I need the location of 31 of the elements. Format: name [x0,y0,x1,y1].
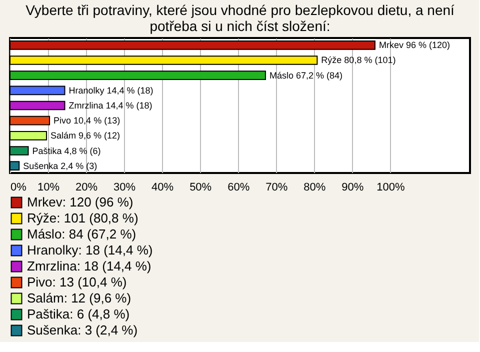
x-tick-label: 30% [114,182,136,194]
x-tick-label: 0% [10,182,27,194]
data-label: Paštika 4,8 % (6) [32,146,101,156]
x-tick-label: 60% [228,182,250,194]
x-tick-label: 10% [38,182,60,194]
text: Vyberte tři potraviny, které jsou vhodné pro bezlepkovou dietu, a není [26,2,454,18]
legend-label: Rýže: 101 (80,8 %) [27,210,138,226]
data-label: Hranolky 14,4 % (18) [68,85,154,96]
data-label: Zmrzlina 14,4 % (18) [68,100,152,110]
data-label: Máslo 67,2 % (84) [269,70,343,80]
legend-label: Hranolky: 18 (14,4 %) [27,242,153,258]
data-label: Sušenka 2,4 % (3) [23,160,98,171]
legend-label: Salám: 12 (9,6 %) [27,290,132,306]
legend-label: Mrkev: 120 (96 %) [27,194,134,210]
x-tick-label: 50% [190,182,212,194]
legend-label: Máslo: 84 (67,2 %) [27,226,136,242]
data-label: Rýže 80,8 % (101) [321,55,396,66]
data-label: Pivo 10,4 % (13) [54,116,120,126]
x-tick-label: 70% [266,182,288,194]
legend-label: Paštika: 6 (4,8 %) [27,306,130,322]
x-tick-label: 80% [304,182,326,194]
x-tick-label: 90% [342,182,364,194]
text: potřeba si u nich číst složení: [150,18,330,34]
legend-label: Pivo: 13 (10,4 %) [27,274,127,290]
x-tick-label: 40% [152,182,174,194]
data-label: Salám 9,6 % (12) [50,130,120,141]
data-label: Mrkev 96 % (120) [378,40,450,50]
x-tick-label: 20% [76,182,98,194]
legend-label: Zmrzlina: 18 (14,4 %) [27,258,152,274]
x-tick-label: 100% [376,182,405,194]
legend-label: Sušenka: 3 (2,4 %) [27,322,138,338]
